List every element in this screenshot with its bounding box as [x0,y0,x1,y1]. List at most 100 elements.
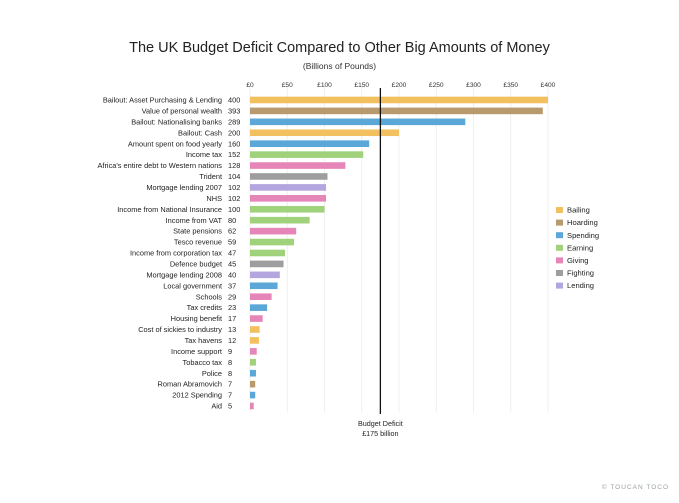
value-label: 102 [228,183,240,192]
bar [250,337,259,344]
value-label: 5 [228,402,232,411]
category-label: Africa's entire debt to Western nations [97,161,222,170]
bar [250,238,294,246]
value-labels: 4003932892001601521281041021021008062594… [228,96,240,411]
value-label: 62 [228,227,236,236]
bar [250,216,310,224]
legend-swatch [556,232,563,239]
chart-subtitle: (Billions of Pounds) [302,61,377,71]
bar [250,96,548,104]
category-label: Mortgage lending 2007 [146,183,222,192]
bar [250,140,370,147]
bar [250,184,326,191]
bar [250,293,272,301]
category-label: Tobacco tax [183,358,223,367]
legend-swatch [556,207,563,213]
value-label: 100 [228,205,240,214]
legend-label: Hoarding [567,218,598,227]
bar [250,118,466,126]
category-label: Income from corporation tax [130,249,222,258]
category-label: State pensions [173,227,222,236]
value-label: 9 [228,347,232,356]
bar [250,162,346,169]
category-label: Bailout: Asset Purchasing & Lending [103,96,222,105]
bar [250,369,256,377]
category-label: Value of personal wealth [142,106,222,115]
category-label: 2012 Spending [172,391,222,400]
value-label: 200 [228,128,240,137]
category-label: Roman Abramovich [158,380,223,389]
category-label: Police [202,369,222,378]
legend: Bailing Hoarding Spending Earning Giving Figh… [556,206,599,290]
legend-label: Bailing [567,206,590,215]
value-label: 40 [228,270,236,279]
bar [250,348,257,355]
bar [250,260,284,268]
value-label: 59 [228,238,236,247]
legend-swatch [556,270,563,276]
category-label: Housing benefit [171,314,222,323]
category-label: Tax credits [187,303,223,312]
x-tick-label: £50 [282,82,293,89]
legend-label: Earning [567,243,593,252]
category-label: Income from VAT [166,216,223,225]
bar [250,380,256,388]
bar [250,173,328,180]
reference-label: Budget Deficit [358,419,403,428]
value-label: 37 [228,281,236,290]
legend-label: Spending [567,231,599,240]
value-label: 47 [228,249,236,258]
category-label: Amount spent on food yearly [128,139,222,148]
x-tick-label: £250 [429,82,444,89]
x-axis-ticks: £0 £50 £100 £150 £200 £250 £300 £350 £400 [246,82,555,89]
value-label: 45 [228,260,236,269]
value-label: 29 [228,292,236,301]
value-label: 7 [228,391,232,400]
value-label: 128 [228,161,240,170]
bar [250,391,256,399]
x-tick-label: £150 [354,82,369,89]
value-label: 13 [228,325,236,334]
legend-swatch [556,282,563,289]
category-label: Cost of sickies to industry [138,325,222,334]
bar [250,205,325,213]
legend-swatch [556,244,563,251]
value-label: 400 [228,96,240,105]
category-label: Defence budget [170,260,222,269]
category-label: Tax havens [185,336,223,345]
x-tick-label: £350 [503,82,518,89]
category-label: Local government [163,281,222,290]
value-label: 152 [228,150,240,159]
x-tick-label: £300 [466,82,481,89]
value-label: 289 [228,117,240,126]
chart-title: The UK Budget Deficit Compared to Other … [129,40,550,56]
value-label: 160 [228,139,240,148]
category-label: Mortgage lending 2008 [146,270,222,279]
value-label: 12 [228,336,236,345]
category-label: Income support [171,347,222,356]
legend-label: Giving [567,256,589,265]
category-label: Trident [199,172,222,181]
bar [250,402,254,410]
category-labels: Bailout: Asset Purchasing & LendingValue… [97,96,222,411]
bar [250,271,280,279]
x-tick-label: £400 [541,82,556,89]
value-label: 8 [228,358,232,367]
bar [250,304,268,311]
category-label: NHS [206,194,222,203]
bar [250,326,260,333]
bar [250,249,286,257]
category-label: Bailout: Cash [178,128,222,137]
legend-swatch [556,257,563,264]
legend-label: Lending [567,281,594,290]
bar [250,107,543,115]
bars [250,96,548,410]
bar [250,315,263,322]
reference-value: £175 billion [362,429,398,438]
value-label: 393 [228,106,240,115]
bar [250,151,364,158]
value-label: 80 [228,216,236,225]
legend-swatch [556,219,563,226]
x-tick-label: £200 [392,82,407,89]
x-tick-label: £0 [246,82,254,89]
